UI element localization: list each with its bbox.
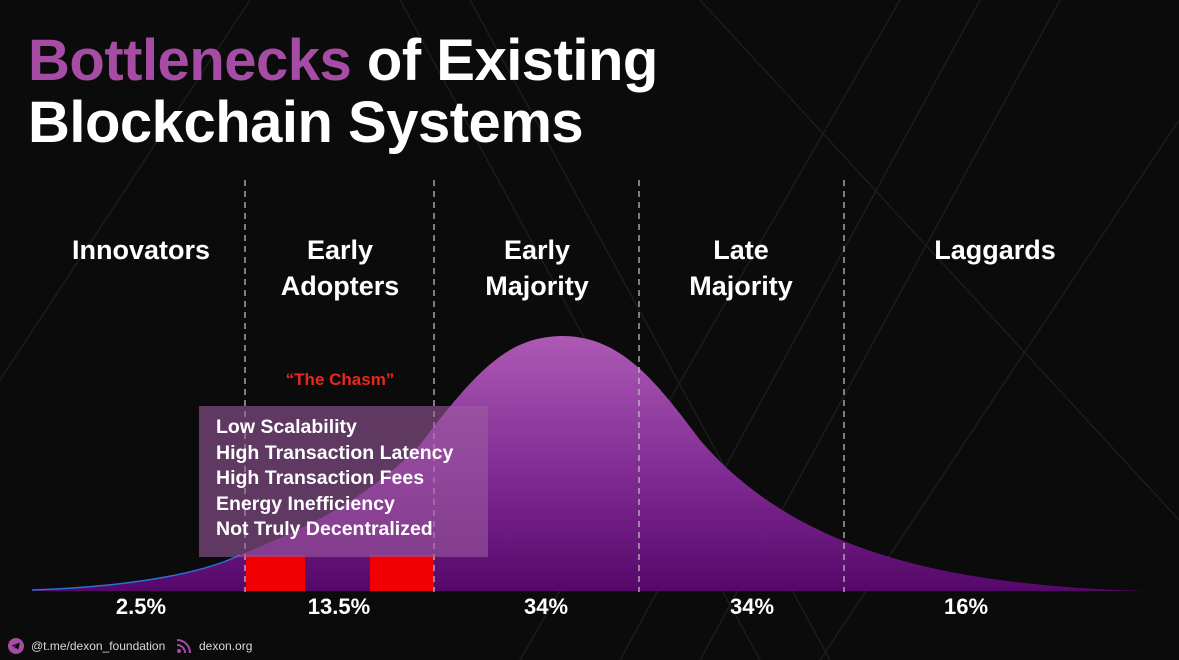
chasm-gap-right bbox=[370, 555, 434, 591]
percent-early-adopters: 13.5% bbox=[307, 594, 371, 619]
bottleneck-item: Low Scalability bbox=[216, 416, 357, 438]
rss-icon bbox=[176, 639, 191, 654]
percent-innovators: 2.5% bbox=[115, 594, 167, 619]
segment-label-line1: Early bbox=[306, 235, 374, 265]
segment-label-laggards: Laggards bbox=[885, 232, 1105, 268]
segment-label-line1: Late bbox=[713, 235, 769, 265]
title-line1-rest: of Existing bbox=[351, 28, 658, 93]
segment-label-line2: Majority bbox=[485, 271, 589, 301]
bottlenecks-list: Low Scalability High Transaction Latency… bbox=[199, 406, 488, 543]
slide-title: Bottlenecks of Existing Blockchain Syste… bbox=[28, 30, 658, 154]
telegram-icon bbox=[8, 638, 24, 654]
website-link[interactable]: dexon.org bbox=[199, 639, 253, 653]
title-accent: Bottlenecks bbox=[28, 28, 352, 93]
chasm-label: “The Chasm” bbox=[285, 370, 395, 389]
segment-label-line1: Innovators bbox=[71, 235, 211, 265]
segment-label-innovators: Innovators bbox=[31, 232, 251, 268]
segment-label-line2: Adopters bbox=[280, 271, 400, 301]
bottleneck-item: Not Truly Decentralized bbox=[216, 518, 433, 540]
bottleneck-item: High Transaction Latency bbox=[216, 441, 454, 464]
bottlenecks-box: Low Scalability High Transaction Latency… bbox=[199, 406, 488, 557]
footer-website[interactable]: dexon.org bbox=[176, 638, 252, 654]
percent-laggards: 16% bbox=[943, 594, 989, 619]
footer-telegram[interactable]: @t.me/dexon_foundation bbox=[8, 638, 165, 654]
percent-early-majority: 34% bbox=[523, 594, 569, 619]
bottleneck-item: Energy Inefficiency bbox=[216, 492, 395, 515]
segment-label-line1: Laggards bbox=[934, 235, 1056, 265]
segment-label-late-majority: Late Majority bbox=[631, 232, 851, 304]
segment-label-line1: Early bbox=[503, 235, 571, 265]
segment-label-early-adopters: Early Adopters bbox=[230, 232, 450, 304]
segment-label-line2: Majority bbox=[689, 271, 793, 301]
bottleneck-item: High Transaction Fees bbox=[216, 467, 425, 489]
segment-label-early-majority: Early Majority bbox=[427, 232, 647, 304]
title-line2: Blockchain Systems bbox=[28, 90, 584, 155]
curve-edge-line bbox=[31, 554, 241, 591]
percent-late-majority: 34% bbox=[729, 594, 775, 619]
telegram-link[interactable]: @t.me/dexon_foundation bbox=[31, 639, 166, 653]
chasm-gap-left bbox=[246, 555, 305, 591]
